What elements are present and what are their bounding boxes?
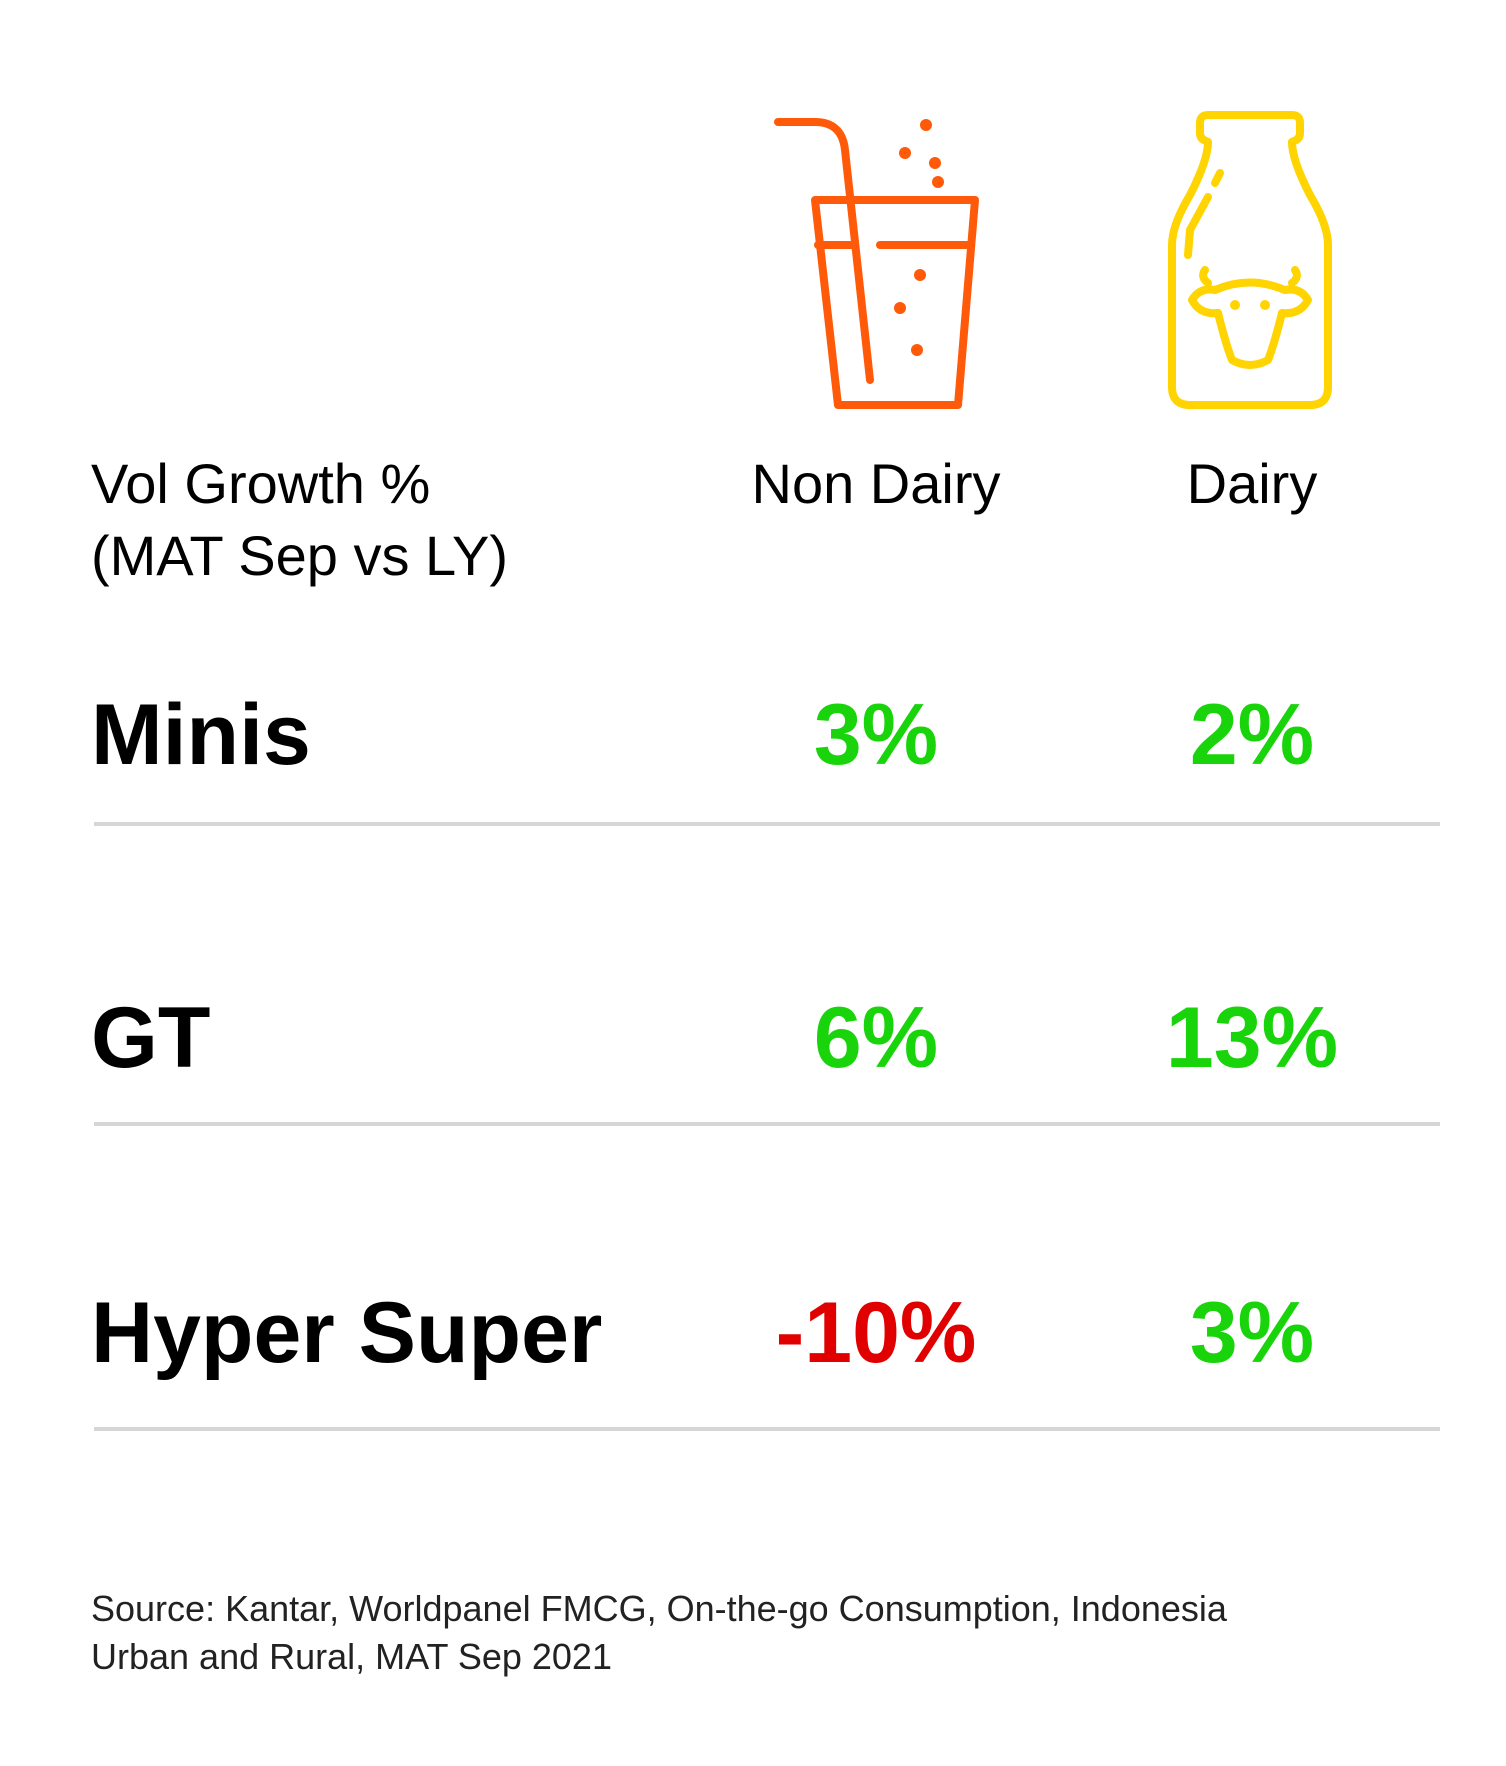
row-divider — [94, 1427, 1440, 1431]
source-note: Source: Kantar, Worldpanel FMCG, On-the-… — [91, 1585, 1451, 1681]
value-cell: 13% — [1165, 990, 1339, 1086]
source-line-1: Source: Kantar, Worldpanel FMCG, On-the-… — [91, 1588, 1227, 1629]
row-label-gt: GT — [91, 990, 211, 1086]
metric-label-line2: (MAT Sep vs LY) — [91, 524, 508, 587]
metric-label: Vol Growth % (MAT Sep vs LY) — [91, 448, 508, 592]
value-cell: 3% — [813, 687, 939, 783]
row-divider — [94, 822, 1440, 826]
value-cell: 6% — [813, 990, 939, 1086]
row-divider — [94, 1122, 1440, 1126]
row-label-minis: Minis — [91, 687, 311, 783]
value-cell: -10% — [775, 1285, 977, 1381]
milk-bottle-cow-icon — [1168, 111, 1332, 409]
source-line-2: Urban and Rural, MAT Sep 2021 — [91, 1636, 612, 1677]
metric-label-line1: Vol Growth % — [91, 452, 431, 515]
value-cell: 3% — [1189, 1285, 1315, 1381]
column-header-dairy: Dairy — [1186, 452, 1318, 515]
value-cell: 2% — [1189, 687, 1315, 783]
row-label-hyper-super: Hyper Super — [91, 1285, 603, 1381]
juice-glass-icon — [774, 118, 979, 409]
column-header-non-dairy: Non Dairy — [751, 452, 1001, 515]
